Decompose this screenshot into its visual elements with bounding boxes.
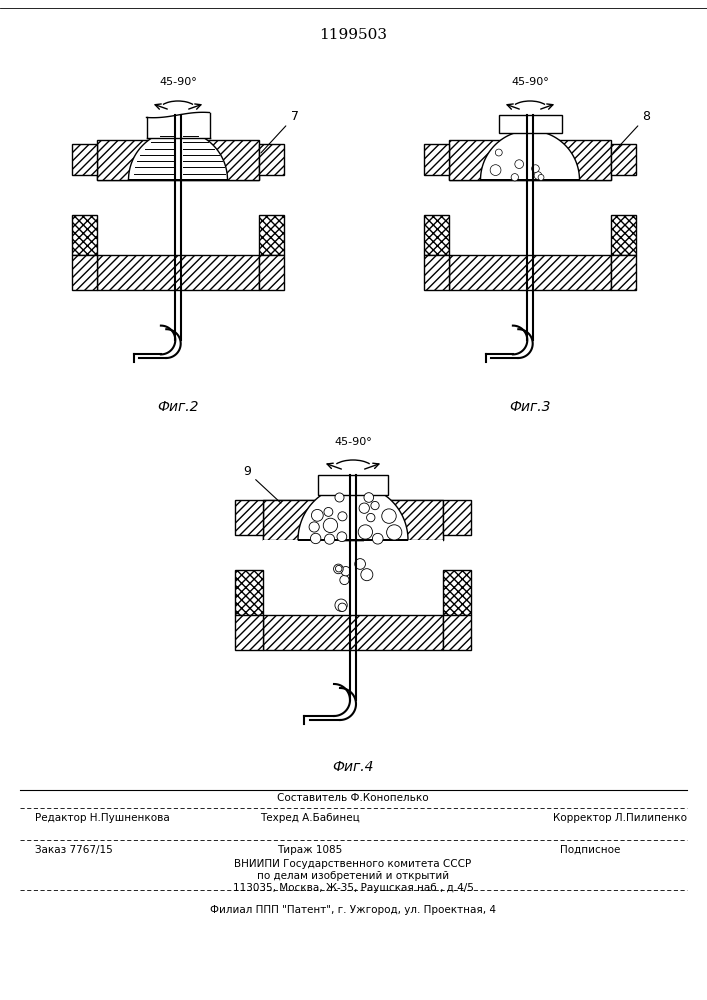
Bar [423,143,449,175]
Bar [423,215,449,255]
Text: Тираж 1085: Тираж 1085 [277,845,343,855]
Bar [263,500,443,540]
Text: Заказ 7767/15: Заказ 7767/15 [35,845,112,855]
Bar [423,255,449,290]
Bar [72,255,97,290]
Bar [263,540,342,578]
Circle shape [538,174,544,180]
Circle shape [382,509,396,523]
Circle shape [309,522,320,532]
Circle shape [367,513,375,522]
Circle shape [534,172,542,179]
Bar [449,225,481,255]
Bar [364,540,443,578]
Bar [188,184,259,218]
Text: по делам изобретений и открытий: по делам изобретений и открытий [257,871,449,881]
Bar [611,143,636,175]
Text: 8: 8 [613,110,650,153]
Bar [449,255,611,290]
Text: 45-90°: 45-90° [334,437,372,447]
Bar [318,475,388,495]
Circle shape [361,569,373,581]
Bar [235,570,263,615]
Circle shape [387,525,402,540]
Polygon shape [481,131,580,180]
Bar [259,255,284,290]
Text: 7: 7 [261,110,298,153]
Circle shape [358,525,373,539]
Text: Фиг.2: Фиг.2 [157,400,199,414]
Circle shape [364,493,373,502]
Circle shape [323,518,338,533]
Polygon shape [129,131,228,180]
Text: 1199503: 1199503 [319,28,387,42]
Bar [72,143,97,175]
Bar [449,144,611,180]
Circle shape [341,567,351,576]
Circle shape [496,149,502,156]
Bar [259,143,284,175]
Bar [263,615,443,650]
Circle shape [338,603,346,611]
Bar [259,215,284,255]
Bar [540,184,611,218]
Circle shape [335,565,342,572]
Text: 45-90°: 45-90° [159,77,197,87]
Bar [235,500,263,535]
Polygon shape [298,485,408,540]
Text: Подписное: Подписное [560,845,620,855]
Text: Техред А.Бабинец: Техред А.Бабинец [260,813,360,823]
Bar [443,615,471,650]
Circle shape [325,534,334,544]
Bar [443,570,471,615]
Bar [443,500,471,535]
Circle shape [532,165,539,172]
Bar [611,215,636,255]
Circle shape [337,532,346,542]
Circle shape [359,503,369,513]
Text: ВНИИПИ Государственного комитета СССР: ВНИИПИ Государственного комитета СССР [235,859,472,869]
Bar [449,184,520,218]
Circle shape [511,174,518,181]
Circle shape [373,533,383,544]
Circle shape [490,165,501,175]
Circle shape [340,575,349,585]
Text: 45-90°: 45-90° [511,77,549,87]
Circle shape [311,509,323,521]
Circle shape [324,507,333,516]
Circle shape [310,533,321,544]
Text: 113035, Москва, Ж-35, Раушская наб., д.4/5: 113035, Москва, Ж-35, Раушская наб., д.4… [233,883,474,893]
Bar [97,144,259,180]
Bar [97,184,168,218]
Circle shape [338,512,347,521]
Bar [580,188,611,218]
Text: Редактор Н.Пушненкова: Редактор Н.Пушненкова [35,813,170,823]
Circle shape [515,160,524,168]
Bar [263,500,443,540]
Text: 9: 9 [243,465,281,503]
Text: Филиал ППП "Патент", г. Ужгород, ул. Проектная, 4: Филиал ППП "Патент", г. Ужгород, ул. Про… [210,905,496,915]
Circle shape [371,501,379,510]
Bar [611,255,636,290]
Bar [97,140,259,180]
Text: Фиг.4: Фиг.4 [332,760,374,774]
Bar [97,255,259,290]
Text: Корректор Л.Пилипенко: Корректор Л.Пилипенко [553,813,687,823]
Circle shape [335,493,344,502]
Bar [498,115,561,133]
Circle shape [334,564,343,574]
Bar [263,581,298,615]
Bar [97,225,129,255]
Circle shape [335,599,347,611]
Bar [408,540,443,574]
Bar [235,615,263,650]
Text: Фиг.3: Фиг.3 [509,400,551,414]
Circle shape [355,559,366,569]
Bar [228,188,259,218]
Text: Составитель Ф.Конопелько: Составитель Ф.Конопелько [277,793,429,803]
Bar [449,140,611,180]
Bar [72,215,97,255]
